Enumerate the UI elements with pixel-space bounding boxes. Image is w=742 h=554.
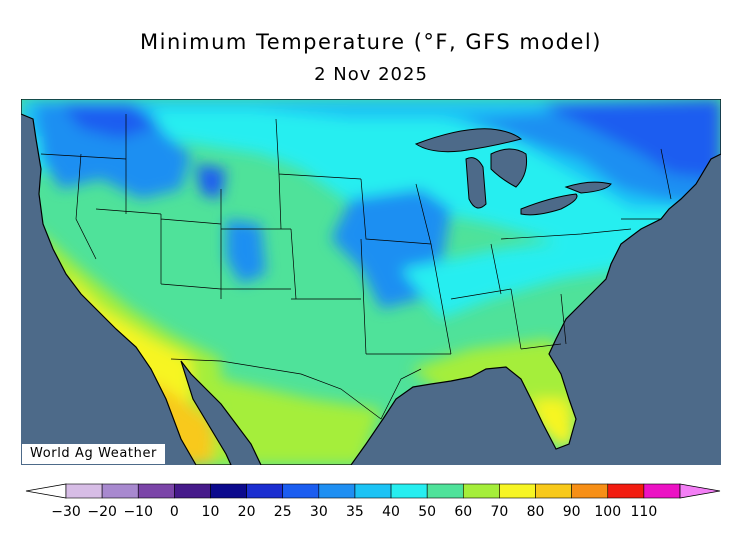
- legend-bin: [462, 483, 500, 499]
- legend-tick-label: 80: [527, 504, 545, 520]
- legend-bin: [499, 483, 536, 499]
- legend-bin: [535, 483, 572, 499]
- legend-bin: [210, 483, 247, 499]
- color-legend: −30 −20 −10 0 10 20 25 30 35 40 50 60 70 80 90 100 110: [25, 483, 721, 520]
- legend-tick-label: 10: [202, 504, 220, 520]
- legend-bin: [318, 483, 356, 499]
- legend-bin: [101, 483, 139, 499]
- legend-tick-label: 20: [238, 504, 256, 520]
- map-title: Minimum Temperature (°F, GFS model): [140, 30, 602, 54]
- legend-tick-label: 30: [310, 504, 328, 520]
- legend-bin: [607, 483, 645, 499]
- legend-bin: [137, 483, 175, 499]
- legend-bin: [643, 483, 681, 499]
- legend-tick-label: 60: [454, 504, 472, 520]
- legend-tick-label: −10: [123, 504, 153, 520]
- legend-bin: [65, 483, 103, 499]
- legend-bin-below: [25, 483, 67, 499]
- legend-tick-label: 110: [631, 504, 658, 520]
- legend-tick-label: 50: [418, 504, 436, 520]
- legend-bin: [354, 483, 392, 499]
- lakes: [414, 128, 612, 216]
- legend-bin: [174, 483, 211, 499]
- legend-bin: [426, 483, 464, 499]
- legend-bin: [571, 483, 609, 499]
- legend-tick-label: −20: [87, 504, 117, 520]
- legend-tick-label: 70: [490, 504, 508, 520]
- coastline: [21, 99, 721, 465]
- map-date: 2 Nov 2025: [314, 64, 428, 85]
- legend-tick-label: 40: [382, 504, 400, 520]
- temperature-map: [21, 99, 721, 465]
- legend-tick-label: 25: [274, 504, 292, 520]
- legend-bin: [282, 483, 320, 499]
- legend-tick-label: 100: [594, 504, 621, 520]
- legend-bin-above: [679, 483, 721, 499]
- legend-bin: [390, 483, 428, 499]
- legend-bin: [246, 483, 284, 499]
- credit-label: World Ag Weather: [22, 444, 165, 464]
- legend-tick-label: −30: [51, 504, 81, 520]
- legend-tick-label: 35: [346, 504, 364, 520]
- legend-tick-label: 0: [170, 504, 179, 520]
- state-borders: [40, 114, 672, 420]
- legend-tick-label: 90: [563, 504, 581, 520]
